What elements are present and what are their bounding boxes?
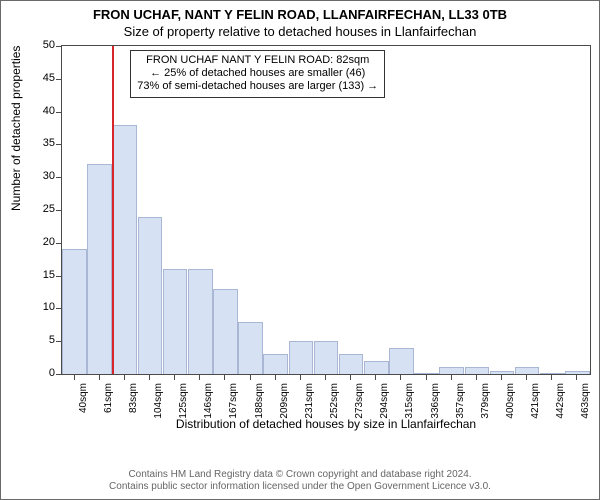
histogram-bar [62, 249, 87, 374]
x-tick-mark [224, 375, 225, 380]
histogram-bar [364, 361, 389, 374]
x-tick-mark [400, 375, 401, 380]
annotation-line1: FRON UCHAF NANT Y FELIN ROAD: 82sqm [137, 54, 378, 67]
footer: Contains HM Land Registry data © Crown c… [1, 469, 599, 493]
title-line2: Size of property relative to detached ho… [1, 24, 599, 39]
y-tick-label: 5 [29, 334, 55, 346]
y-tick-mark [56, 276, 61, 277]
y-tick-label: 20 [29, 236, 55, 248]
annotation-box: FRON UCHAF NANT Y FELIN ROAD: 82sqm← 25%… [130, 50, 385, 98]
plot-area: FRON UCHAF NANT Y FELIN ROAD: 82sqm← 25%… [61, 45, 591, 375]
histogram-bar [490, 371, 515, 374]
histogram-bar [540, 373, 565, 374]
x-tick-mark [501, 375, 502, 380]
title-line1: FRON UCHAF, NANT Y FELIN ROAD, LLANFAIRF… [1, 7, 599, 22]
histogram-bar [188, 269, 213, 374]
reference-line [112, 46, 114, 374]
chart-frame: FRON UCHAF, NANT Y FELIN ROAD, LLANFAIRF… [0, 0, 600, 500]
histogram-bar [565, 371, 590, 374]
y-axis-label: Number of detached properties [9, 46, 23, 211]
y-tick-label: 40 [29, 105, 55, 117]
x-tick-mark [174, 375, 175, 380]
y-tick-mark [56, 177, 61, 178]
histogram-bar [515, 367, 540, 374]
histogram-bar [87, 164, 112, 374]
y-tick-mark [56, 144, 61, 145]
histogram-bar [213, 289, 238, 374]
x-tick-mark [526, 375, 527, 380]
y-tick-mark [56, 341, 61, 342]
x-tick-mark [476, 375, 477, 380]
x-axis-label: Distribution of detached houses by size … [61, 417, 591, 431]
y-tick-label: 10 [29, 301, 55, 313]
x-tick-mark [375, 375, 376, 380]
x-tick-mark [325, 375, 326, 380]
y-tick-mark [56, 374, 61, 375]
plot-wrap: FRON UCHAF NANT Y FELIN ROAD: 82sqm← 25%… [61, 45, 591, 403]
x-tick-mark [124, 375, 125, 380]
y-tick-label: 0 [29, 367, 55, 379]
histogram-bar [163, 269, 188, 374]
y-tick-label: 15 [29, 269, 55, 281]
histogram-bar [138, 217, 163, 374]
annotation-line2: ← 25% of detached houses are smaller (46… [137, 67, 378, 80]
y-tick-mark [56, 210, 61, 211]
x-tick-mark [275, 375, 276, 380]
y-tick-label: 35 [29, 137, 55, 149]
x-tick-mark [149, 375, 150, 380]
histogram-bar [238, 322, 263, 374]
x-tick-mark [199, 375, 200, 380]
footer-line1: Contains HM Land Registry data © Crown c… [1, 469, 599, 481]
x-tick-mark [250, 375, 251, 380]
x-tick-mark [426, 375, 427, 380]
y-tick-mark [56, 243, 61, 244]
y-tick-label: 25 [29, 203, 55, 215]
histogram-bar [414, 373, 439, 374]
y-tick-mark [56, 79, 61, 80]
histogram-bar [113, 125, 138, 374]
y-tick-mark [56, 112, 61, 113]
x-tick-mark [74, 375, 75, 380]
y-tick-label: 45 [29, 72, 55, 84]
y-tick-label: 30 [29, 170, 55, 182]
annotation-line3: 73% of semi-detached houses are larger (… [137, 80, 378, 93]
x-tick-mark [300, 375, 301, 380]
y-tick-mark [56, 46, 61, 47]
histogram-bar [263, 354, 288, 374]
histogram-bar [465, 367, 490, 374]
x-tick-mark [451, 375, 452, 380]
y-tick-label: 50 [29, 39, 55, 51]
histogram-bar [339, 354, 364, 374]
histogram-bar [289, 341, 314, 374]
y-tick-mark [56, 308, 61, 309]
x-tick-mark [551, 375, 552, 380]
histogram-bar [314, 341, 339, 374]
footer-line2: Contains public sector information licen… [1, 481, 599, 493]
x-tick-mark [576, 375, 577, 380]
histogram-bar [439, 367, 464, 374]
x-tick-mark [99, 375, 100, 380]
histogram-bar [389, 348, 414, 374]
x-tick-mark [350, 375, 351, 380]
